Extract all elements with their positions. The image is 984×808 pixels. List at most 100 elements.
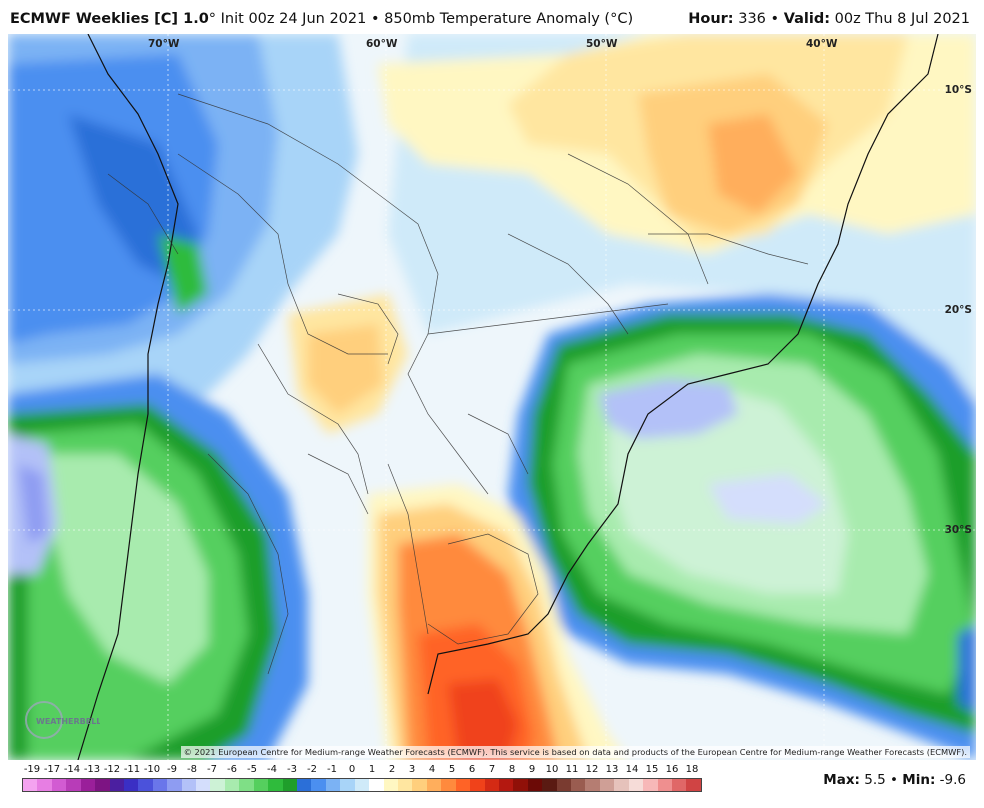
model-name: ECMWF Weeklies [C] 1.0	[10, 11, 209, 27]
colorbar-swatch	[513, 779, 528, 791]
colorbar-tick-label: -5	[247, 764, 257, 775]
colorbar-swatch	[268, 779, 283, 791]
colorbar-tick-label: -10	[143, 764, 161, 775]
lon-label-40w: 40°W	[806, 38, 838, 50]
colorbar-tick-label: -2	[307, 764, 317, 775]
colorbar-tick-label: 6	[468, 764, 476, 775]
colorbar-swatch	[297, 779, 312, 791]
colorbar-swatch	[196, 779, 211, 791]
colorbar-swatch	[152, 779, 168, 791]
colorbar-swatch	[441, 779, 456, 791]
lon-label-70w: 70°W	[148, 38, 180, 50]
colorbar-swatch	[80, 779, 96, 791]
colorbar-tick-label: -17	[43, 764, 61, 775]
colorbar-tick-label: -12	[103, 764, 121, 775]
colorbar-swatch	[412, 779, 427, 791]
colorbar-tick-label: 18	[685, 764, 699, 775]
copyright-notice: © 2021 European Centre for Medium-range …	[180, 746, 970, 758]
anomaly-field	[8, 34, 976, 760]
colorbar-swatch	[686, 779, 701, 791]
colorbar-tick-label: 15	[645, 764, 659, 775]
colorbar-swatch	[484, 779, 499, 791]
colorbar-tick-label: 0	[348, 764, 356, 775]
colorbar-tick-label: 10	[545, 764, 559, 775]
colorbar-swatch	[167, 779, 182, 791]
colorbar-tick-label: 8	[508, 764, 516, 775]
colorbar-tick-label: -4	[267, 764, 277, 775]
header-bar: ECMWF Weeklies [C] 1.0° Init 00z 24 Jun …	[0, 0, 984, 34]
colorbar-tick-label: -14	[63, 764, 81, 775]
colorbar-tick-label: 13	[605, 764, 619, 775]
colorbar-swatch	[470, 779, 485, 791]
colorbar-swatch	[282, 779, 298, 791]
colorbar-swatch	[643, 779, 658, 791]
colorbar-swatch	[426, 779, 442, 791]
colorbar-tick-label: -8	[187, 764, 197, 775]
weatherbell-logo: WEATHERBELL	[22, 698, 100, 742]
colorbar-tick-label: -3	[287, 764, 297, 775]
colorbar-swatch	[123, 779, 139, 791]
colorbar-swatch	[628, 779, 644, 791]
hour-value: 336	[738, 11, 766, 27]
colorbar-swatch	[181, 779, 197, 791]
lon-label-60w: 60°W	[366, 38, 398, 50]
colorbar	[22, 778, 702, 792]
colorbar-tick-label: 3	[408, 764, 416, 775]
colorbar-tick-label: 7	[488, 764, 496, 775]
lat-label-30s: 30°S	[944, 524, 972, 536]
colorbar-swatch	[138, 779, 153, 791]
colorbar-swatch	[66, 779, 81, 791]
colorbar-swatch	[239, 779, 254, 791]
colorbar-ticks: -19 -17 -14 -13 -12 -11 -10 -9 -8 -7 -6 -5 -4 -3 -2 -1 0…	[22, 764, 702, 778]
colorbar-tick-label: -7	[207, 764, 217, 775]
lon-label-50w: 50°W	[586, 38, 618, 50]
colorbar-tick-label: 12	[585, 764, 599, 775]
colorbar-swatch	[542, 779, 557, 791]
colorbar-swatch	[397, 779, 413, 791]
colorbar-swatch	[23, 779, 38, 791]
colorbar-swatch	[325, 779, 341, 791]
colorbar-swatch	[614, 779, 629, 791]
colorbar-swatch	[599, 779, 615, 791]
max-min-readout: Max: 5.5 • Min: -9.6	[823, 772, 966, 788]
valid-value: 00z Thu 8 Jul 2021	[834, 11, 970, 27]
colorbar-tick-label: -13	[83, 764, 101, 775]
colorbar-swatch	[354, 779, 370, 791]
colorbar-swatch	[556, 779, 572, 791]
colorbar-swatch	[95, 779, 110, 791]
lat-label-20s: 20°S	[944, 304, 972, 316]
colorbar-swatch	[571, 779, 586, 791]
colorbar-swatch	[253, 779, 269, 791]
colorbar-swatch	[311, 779, 326, 791]
colorbar-swatch	[455, 779, 471, 791]
colorbar-swatch	[51, 779, 67, 791]
colorbar-swatch	[37, 779, 52, 791]
map-title: ECMWF Weeklies [C] 1.0° Init 00z 24 Jun …	[10, 11, 634, 27]
lat-label-10s: 10°S	[944, 84, 972, 96]
colorbar-swatch	[383, 779, 398, 791]
product-name: 850mb Temperature Anomaly (°C)	[384, 11, 634, 27]
colorbar-tick-label: -11	[123, 764, 141, 775]
colorbar-swatch	[498, 779, 514, 791]
colorbar-tick-label: 9	[528, 764, 536, 775]
min-value: -9.6	[939, 772, 966, 788]
colorbar-tick-label: 1	[368, 764, 376, 775]
colorbar-swatch	[210, 779, 225, 791]
init-time: Init 00z 24 Jun 2021	[220, 11, 367, 27]
colorbar-swatch	[340, 779, 355, 791]
colorbar-swatch	[527, 779, 543, 791]
colorbar-swatch	[109, 779, 124, 791]
colorbar-tick-label: 16	[665, 764, 679, 775]
colorbar-tick-label: 4	[428, 764, 436, 775]
colorbar-tick-label: 14	[625, 764, 639, 775]
max-value: 5.5	[864, 772, 886, 788]
colorbar-tick-label: -1	[327, 764, 337, 775]
colorbar-tick-label: -6	[227, 764, 237, 775]
colorbar-swatch	[671, 779, 687, 791]
colorbar-swatch	[224, 779, 240, 791]
colorbar-tick-label: -19	[23, 764, 41, 775]
colorbar-tick-label: 5	[448, 764, 456, 775]
colorbar-swatch	[369, 779, 384, 791]
colorbar-swatch	[585, 779, 600, 791]
colorbar-tick-label: 2	[388, 764, 396, 775]
